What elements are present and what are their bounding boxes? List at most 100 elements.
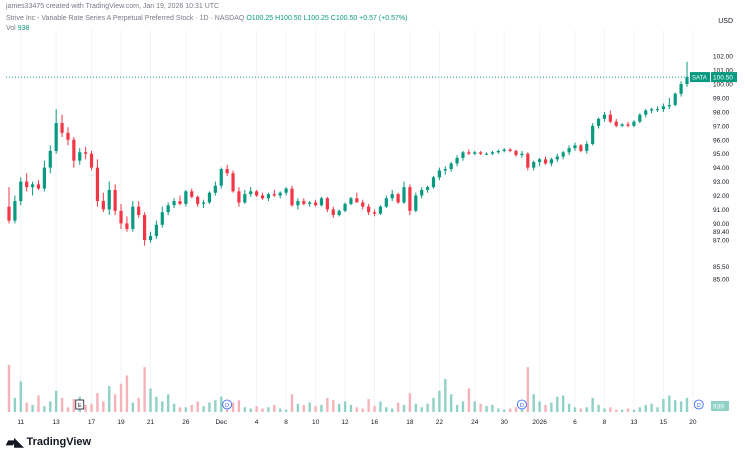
candle-body [655, 109, 660, 111]
candle-body [302, 201, 306, 204]
candle-body [331, 209, 335, 216]
brand-name: TradingView [26, 436, 92, 448]
volume-bar [455, 404, 459, 412]
candle-body [602, 114, 607, 119]
volume-bar [113, 394, 117, 412]
volume-bar [166, 394, 170, 412]
volume-bar [650, 403, 653, 412]
volume-bar [284, 409, 288, 412]
volume-bar [396, 402, 400, 412]
candle-body [89, 153, 94, 168]
volume-bar [620, 409, 624, 412]
candle-body [532, 162, 536, 168]
symbol-legend[interactable]: Strive Inc - Variable Rate Series A Perp… [6, 15, 407, 22]
volume-bar [361, 408, 364, 412]
x-tick-label: 26 [182, 419, 190, 426]
volume-bar [426, 403, 429, 412]
candle-body [160, 212, 164, 225]
candle-body [408, 187, 412, 211]
candle-body [679, 84, 683, 94]
candle-body [484, 153, 489, 155]
volume-bar [679, 401, 683, 412]
volume-bar [367, 399, 370, 412]
candle-body [278, 192, 282, 196]
y-tick-label: 101.00 [713, 68, 733, 75]
volume-bar [497, 408, 500, 412]
tradingview-brand[interactable]: ▰◣ TradingView [6, 435, 91, 449]
candle-body [414, 195, 418, 211]
volume-bar [573, 407, 577, 412]
candle-body [290, 188, 294, 206]
volume-bar [343, 401, 347, 412]
candle-body [638, 114, 642, 122]
ohlc-values: O100.25 H100.50 L100.25 C100.50 +0.57 (+… [246, 15, 408, 22]
candle-body [538, 159, 542, 163]
candle-body [131, 206, 135, 229]
candle-body [479, 152, 483, 154]
volume-bar [591, 397, 594, 412]
volume-bar [237, 400, 241, 412]
candle-body [72, 139, 76, 161]
candle-body [526, 153, 530, 168]
event-marker-label: D [520, 403, 524, 409]
candle-body [620, 124, 624, 126]
candle-body [608, 114, 612, 122]
volume-label: Vol [6, 25, 16, 32]
volume-bar [632, 409, 636, 412]
volume-bar [373, 406, 376, 412]
candle-body [84, 152, 88, 154]
volume-bar [332, 400, 335, 412]
candle-body [437, 170, 441, 178]
volume-bar [491, 404, 494, 412]
candle-body [154, 224, 158, 236]
volume-bar [290, 394, 294, 412]
volume-bar [644, 404, 647, 412]
y-tick-label: 87.00 [713, 238, 730, 245]
candle-body [561, 152, 565, 157]
volume-bar [60, 397, 64, 412]
candle-body [673, 93, 677, 105]
candle-body [36, 184, 41, 189]
candle-body [667, 104, 671, 107]
volume-bar [420, 407, 423, 412]
volume-bar [214, 400, 217, 412]
volume-bar [320, 404, 323, 412]
candle-body [137, 206, 141, 216]
candle-body [549, 159, 553, 164]
x-tick-label: 15 [660, 419, 668, 426]
candle-body [30, 184, 35, 188]
candle-body [272, 194, 276, 196]
candle-body [390, 194, 394, 199]
x-tick-label: Dec [215, 419, 227, 426]
candle-body [420, 189, 424, 196]
volume-bar [231, 402, 235, 412]
last-price-box [711, 72, 737, 83]
volume-bar [561, 395, 565, 412]
x-tick-label: 18 [406, 419, 414, 426]
x-tick-label: 8 [603, 419, 607, 426]
x-tick-label: 16 [371, 419, 379, 426]
volume-bar [72, 399, 76, 412]
volume-bar [13, 397, 17, 412]
candle-body [113, 189, 117, 211]
symbol-name: Strive Inc - Variable Rate Series A Perp… [6, 15, 245, 22]
volume-bar [161, 401, 164, 412]
chart-caption: james33475 created with TradingView.com,… [6, 3, 220, 10]
currency-label[interactable]: USD [718, 18, 733, 25]
volume-bar [25, 402, 28, 412]
volume-bar [184, 407, 188, 412]
volume-bar [249, 408, 252, 412]
candle-body [48, 150, 52, 168]
volume-legend[interactable]: Vol 938 [6, 25, 29, 32]
candle-body [95, 167, 100, 202]
volume-bar [538, 401, 541, 412]
candle-body [225, 169, 229, 174]
symbol-tag: SATA [692, 76, 707, 82]
candle-body [585, 143, 589, 151]
volume-bar [196, 401, 199, 412]
x-tick-label: 24 [471, 419, 479, 426]
volume-bar [626, 408, 630, 412]
y-tick-label: 92.00 [713, 193, 730, 200]
volume-bar [302, 404, 305, 412]
